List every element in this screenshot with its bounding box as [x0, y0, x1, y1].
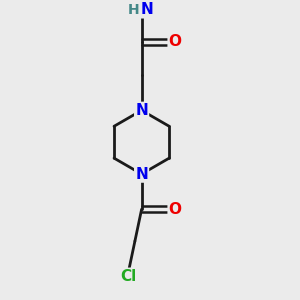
Text: Cl: Cl: [120, 269, 136, 284]
Text: N: N: [140, 2, 153, 17]
Text: N: N: [135, 103, 148, 118]
Text: O: O: [169, 34, 182, 49]
Text: H: H: [128, 3, 139, 17]
Text: O: O: [169, 202, 182, 217]
Text: N: N: [135, 167, 148, 182]
